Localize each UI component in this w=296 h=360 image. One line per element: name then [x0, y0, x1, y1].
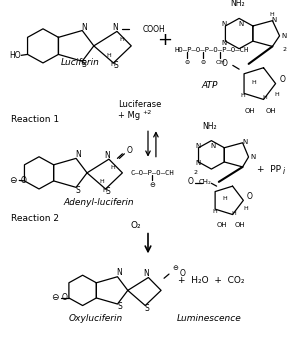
- Text: S: S: [82, 59, 86, 68]
- Text: OH: OH: [245, 108, 255, 114]
- Text: H: H: [107, 53, 111, 58]
- Text: S: S: [105, 187, 110, 196]
- Text: N: N: [242, 139, 247, 145]
- Text: N: N: [221, 40, 227, 46]
- Text: N: N: [144, 269, 149, 278]
- Text: O: O: [20, 176, 26, 185]
- Text: H: H: [269, 13, 274, 18]
- Text: COOH: COOH: [143, 25, 165, 34]
- Text: OH: OH: [266, 108, 276, 114]
- Text: H: H: [102, 188, 107, 193]
- Text: S: S: [113, 61, 118, 70]
- Text: HO—P—O—P—O—P—O—CH: HO—P—O—P—O—P—O—CH: [175, 47, 249, 53]
- Text: ⊖: ⊖: [51, 293, 59, 302]
- Text: O: O: [62, 293, 68, 302]
- Text: S: S: [117, 302, 122, 311]
- Text: N: N: [272, 17, 277, 23]
- Text: O₂: O₂: [130, 221, 141, 230]
- Text: N: N: [81, 23, 87, 32]
- Text: +2: +2: [142, 110, 151, 115]
- Text: OH: OH: [215, 60, 225, 65]
- Text: O: O: [180, 269, 186, 278]
- Text: S: S: [76, 186, 81, 195]
- Text: ⊖: ⊖: [9, 176, 17, 185]
- Text: H: H: [240, 93, 245, 98]
- Text: Luminescence: Luminescence: [177, 314, 242, 323]
- Text: 2: 2: [194, 170, 198, 175]
- Text: H: H: [212, 209, 217, 214]
- Text: NH₂: NH₂: [230, 0, 245, 8]
- Text: Adenyl-luciferin: Adenyl-luciferin: [63, 198, 134, 207]
- Text: H: H: [119, 37, 124, 42]
- Text: N: N: [117, 269, 122, 278]
- Text: H: H: [252, 80, 257, 85]
- Text: Luciferase: Luciferase: [118, 100, 162, 109]
- Text: H: H: [275, 92, 279, 97]
- Text: O: O: [188, 177, 194, 186]
- Text: ⊖: ⊖: [184, 60, 189, 65]
- Text: O: O: [222, 59, 228, 68]
- Text: N: N: [210, 143, 215, 149]
- Text: ⊖: ⊖: [201, 60, 206, 65]
- Text: i: i: [283, 167, 285, 176]
- Text: N: N: [250, 154, 255, 160]
- Text: S: S: [145, 304, 149, 313]
- Text: +: +: [157, 31, 172, 49]
- Text: N: N: [281, 33, 286, 39]
- Text: O: O: [280, 75, 286, 84]
- Text: C—O—P—O—CH: C—O—P—O—CH: [130, 170, 174, 176]
- Text: H: H: [110, 62, 115, 67]
- Text: H: H: [99, 179, 104, 184]
- Text: NH₂: NH₂: [202, 122, 217, 131]
- Text: N: N: [75, 150, 81, 159]
- Text: ATP: ATP: [201, 81, 218, 90]
- Text: O: O: [247, 192, 253, 201]
- Text: H: H: [262, 95, 267, 100]
- Text: 2: 2: [283, 47, 287, 52]
- Text: N: N: [195, 143, 201, 149]
- Text: N: N: [221, 22, 227, 27]
- Text: N: N: [195, 161, 201, 166]
- Text: H: H: [231, 211, 236, 216]
- Text: +  PP: + PP: [257, 165, 281, 174]
- Text: N: N: [104, 151, 110, 160]
- Text: Reaction 2: Reaction 2: [11, 214, 59, 223]
- Text: CH₂: CH₂: [199, 179, 212, 185]
- Text: N: N: [238, 21, 243, 27]
- Text: H: H: [243, 206, 248, 211]
- Text: + Mg: + Mg: [118, 111, 140, 120]
- Text: Luciferin: Luciferin: [61, 58, 100, 67]
- Text: ⊖: ⊖: [149, 182, 155, 188]
- Text: Reaction 1: Reaction 1: [11, 115, 59, 124]
- Text: +  H₂O  +  CO₂: + H₂O + CO₂: [178, 276, 244, 285]
- Text: H: H: [222, 197, 227, 202]
- Text: OH: OH: [216, 221, 227, 228]
- Text: O: O: [126, 147, 132, 156]
- Text: ⊖: ⊖: [172, 265, 178, 271]
- Text: HO: HO: [9, 51, 21, 60]
- Text: OH: OH: [234, 221, 245, 228]
- Text: Oxyluciferin: Oxyluciferin: [68, 314, 123, 323]
- Text: N: N: [112, 23, 118, 32]
- Text: H: H: [111, 165, 115, 170]
